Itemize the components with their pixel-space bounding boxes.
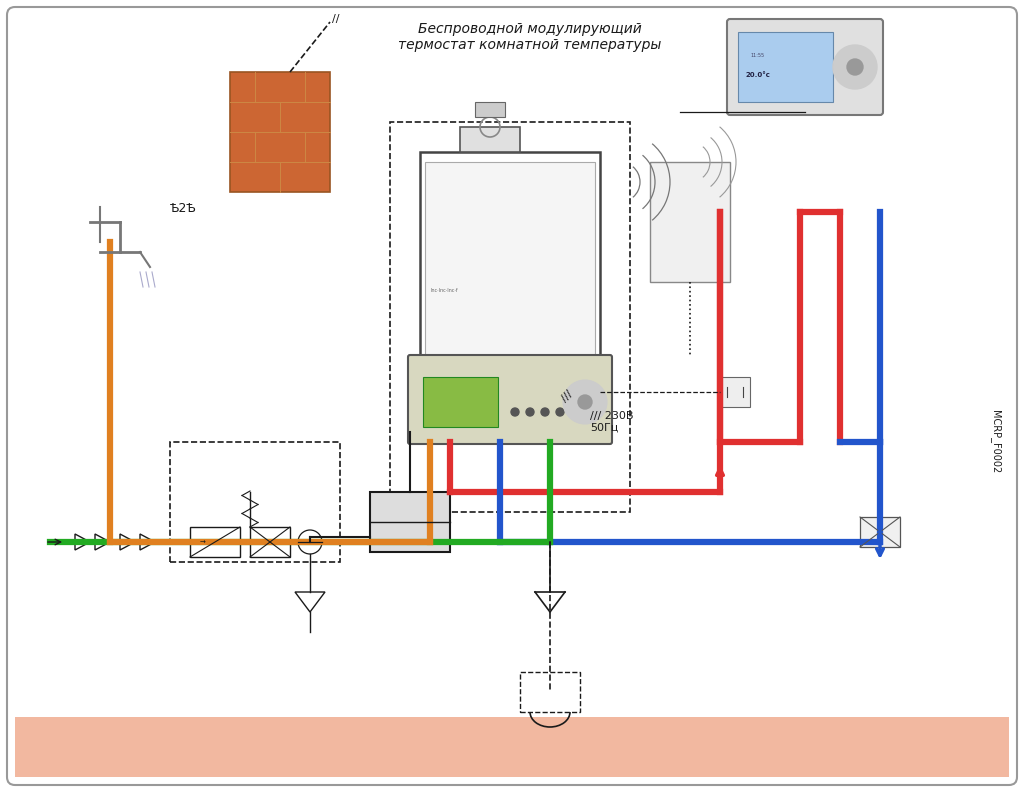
Text: Ѣ2Ѣ: Ѣ2Ѣ	[170, 202, 197, 215]
Text: /// 230В
50Гц: /// 230В 50Гц	[590, 411, 634, 432]
Text: //: //	[332, 14, 340, 24]
FancyBboxPatch shape	[727, 19, 883, 115]
Text: →: →	[200, 540, 206, 546]
Bar	[15, 717, 1009, 777]
Bar	[425, 162, 595, 362]
Bar	[190, 527, 240, 557]
Bar	[650, 162, 730, 282]
Bar	[423, 377, 498, 427]
Bar	[860, 517, 900, 547]
FancyBboxPatch shape	[408, 355, 612, 444]
Circle shape	[541, 408, 549, 416]
Circle shape	[526, 408, 534, 416]
Bar	[230, 72, 330, 192]
Bar	[475, 102, 505, 117]
Bar	[520, 672, 580, 712]
Circle shape	[847, 59, 863, 75]
Bar	[720, 377, 750, 407]
Text: Беспроводной модулирующий
термостат комнатной температуры: Беспроводной модулирующий термостат комн…	[398, 22, 662, 52]
Bar	[420, 152, 600, 432]
Circle shape	[511, 408, 519, 416]
Bar	[738, 32, 833, 102]
Bar	[170, 442, 340, 562]
Bar	[250, 527, 290, 557]
Circle shape	[833, 45, 877, 89]
Text: 20.0°c: 20.0°c	[745, 72, 770, 78]
Circle shape	[578, 395, 592, 409]
Circle shape	[563, 380, 607, 424]
FancyBboxPatch shape	[7, 7, 1017, 785]
Bar	[460, 127, 520, 152]
Text: 11:55: 11:55	[750, 53, 764, 58]
Text: ///: ///	[560, 389, 575, 404]
Text: MCRP_F0002: MCRP_F0002	[989, 410, 1000, 474]
Circle shape	[556, 408, 564, 416]
Bar	[390, 122, 630, 512]
Bar	[370, 492, 450, 552]
Text: lnc·lnc·lnc·f: lnc·lnc·lnc·f	[430, 288, 458, 293]
